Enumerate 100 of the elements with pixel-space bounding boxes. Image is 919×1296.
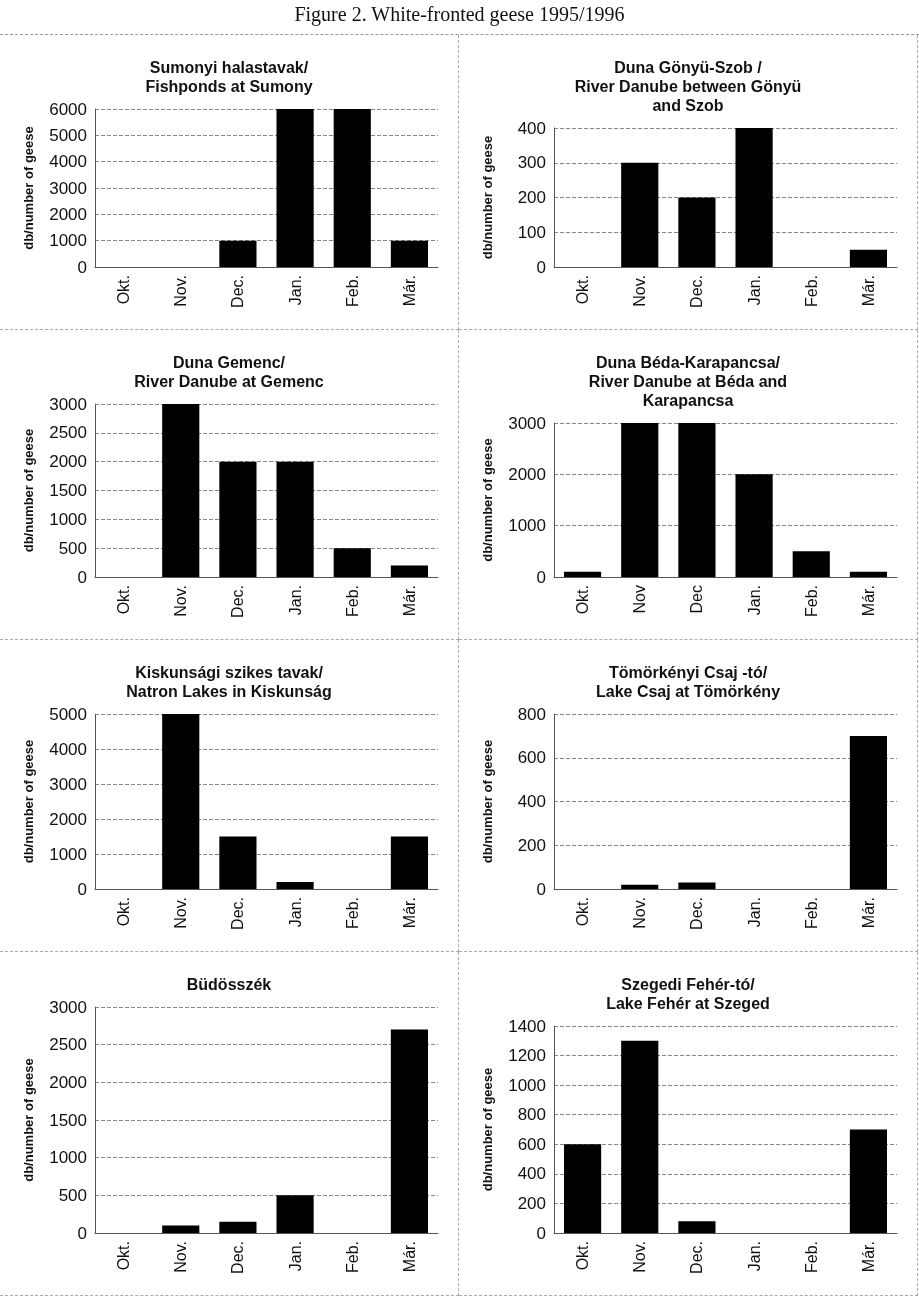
y-axis-title: db/number of geese — [480, 1067, 495, 1192]
chart-title: Sumonyi halastavak/ Fishponds at Sumony — [145, 59, 313, 95]
bar — [849, 571, 887, 577]
x-tick-label: Dec. — [229, 1241, 247, 1274]
chart-title: Duna Béda-Karapancsa/ River Danube at Béda and Karapancsa — [588, 354, 788, 409]
x-tick-label: Okt. — [115, 275, 133, 305]
bar — [678, 1221, 716, 1233]
x-tick-label: Dec. — [229, 275, 247, 308]
x-tick-label: Feb. — [343, 585, 361, 618]
x-tick-label: Okt. — [574, 1241, 592, 1271]
x-tick-label: Dec. — [229, 897, 247, 930]
y-tick-label: 500 — [58, 1185, 87, 1205]
x-tick-label: Már. — [859, 897, 877, 929]
y-axis-title: db/number of geese — [480, 438, 495, 562]
y-tick-label: 400 — [517, 1164, 546, 1184]
y-tick-label: 500 — [58, 538, 87, 558]
x-tick-label: Jan. — [745, 585, 763, 616]
y-axis-title: db/number of geese — [21, 1058, 36, 1182]
y-axis-title: db/number of geese — [480, 135, 495, 260]
y-tick-label: 0 — [536, 879, 546, 899]
bar — [564, 1144, 602, 1233]
x-tick-label: Dec — [688, 585, 706, 614]
bar — [162, 714, 200, 889]
y-tick-label: 200 — [517, 835, 546, 855]
x-tick-label: Okt. — [574, 275, 592, 305]
x-tick-label: Dec. — [688, 897, 706, 930]
y-axis-title: db/number of geese — [21, 428, 36, 553]
chart-title: Duna Gönyü-Szob / River Danube between Gönyü and Szob — [574, 59, 802, 114]
x-tick-label: Okt. — [115, 585, 133, 615]
y-tick-label: 0 — [536, 567, 546, 587]
y-tick-label: 4000 — [49, 152, 87, 172]
x-tick-label: Okt. — [574, 897, 592, 927]
x-tick-label: Nov. — [172, 1241, 190, 1273]
y-tick-label: 0 — [77, 879, 87, 899]
x-tick-label: Már. — [400, 275, 418, 307]
y-tick-label: 0 — [536, 257, 546, 277]
x-tick-label: Már. — [859, 585, 877, 617]
x-tick-label: Feb. — [802, 897, 820, 930]
bar — [276, 1195, 314, 1233]
y-axis-title: db/number of geese — [21, 739, 36, 864]
x-tick-label: Nov. — [172, 897, 190, 929]
y-tick-label: 3000 — [508, 413, 546, 433]
y-tick-label: 2000 — [49, 809, 87, 829]
y-tick-label: 1000 — [49, 509, 87, 529]
y-tick-label: 5000 — [49, 125, 87, 145]
chart-title: Szegedi Fehér-tó/ Lake Fehér at Szeged — [606, 976, 770, 1012]
x-tick-label: Feb. — [343, 275, 361, 308]
y-tick-label: 1500 — [49, 481, 87, 500]
bar — [678, 882, 716, 889]
y-tick-label: 800 — [517, 1105, 546, 1125]
y-tick-label: 0 — [77, 567, 87, 587]
y-tick-label: 3000 — [49, 394, 87, 414]
x-tick-label: Feb. — [343, 1241, 361, 1274]
y-axis-title: db/number of geese — [21, 126, 36, 250]
y-tick-label: 6000 — [49, 99, 87, 119]
y-tick-label: 2000 — [49, 1072, 87, 1092]
bar — [849, 1129, 887, 1233]
y-tick-label: 0 — [77, 257, 87, 277]
y-tick-label: 2000 — [508, 464, 546, 484]
y-tick-label: 1000 — [49, 844, 87, 864]
x-tick-label: Okt. — [574, 585, 592, 615]
bar — [621, 1040, 659, 1233]
y-tick-label: 400 — [517, 792, 546, 811]
y-tick-label: 2500 — [49, 423, 87, 443]
bar — [390, 1029, 428, 1233]
x-tick-label: Jan. — [745, 275, 763, 306]
bar — [735, 128, 773, 267]
y-axis-title: db/number of geese — [480, 739, 495, 864]
bar — [849, 735, 887, 889]
x-tick-label: Jan. — [745, 897, 763, 928]
x-tick-label: Nov — [631, 585, 649, 614]
x-tick-label: Nov. — [172, 585, 190, 617]
chart-title: Büdösszék — [186, 976, 272, 993]
y-tick-label: 3000 — [49, 997, 87, 1017]
bar — [276, 882, 314, 889]
bar — [390, 565, 428, 577]
y-tick-label: 3000 — [49, 178, 87, 198]
x-tick-label: Nov. — [631, 897, 649, 929]
bar — [219, 836, 257, 889]
bar — [564, 571, 602, 577]
bar — [735, 474, 773, 577]
bar — [219, 1221, 257, 1233]
y-tick-label: 200 — [517, 1193, 546, 1213]
caption: Figure 2. White-fronted geese 1995/1996 — [293, 2, 626, 28]
x-tick-label: Okt. — [115, 1241, 133, 1271]
bar — [678, 197, 716, 267]
y-tick-label: 2000 — [49, 204, 87, 224]
y-tick-label: 1400 — [508, 1016, 546, 1036]
y-tick-label: 5000 — [49, 704, 87, 724]
bar — [219, 461, 257, 577]
x-tick-label: Dec. — [688, 275, 706, 308]
x-tick-label: Már. — [400, 585, 418, 617]
y-tick-label: 300 — [517, 153, 546, 173]
bar — [162, 1225, 200, 1233]
y-tick-label: 600 — [517, 748, 546, 768]
y-tick-label: 1000 — [508, 516, 546, 536]
x-tick-label: Nov. — [172, 275, 190, 307]
bar — [621, 884, 659, 889]
bar — [276, 461, 314, 577]
y-tick-label: 2000 — [49, 452, 87, 472]
